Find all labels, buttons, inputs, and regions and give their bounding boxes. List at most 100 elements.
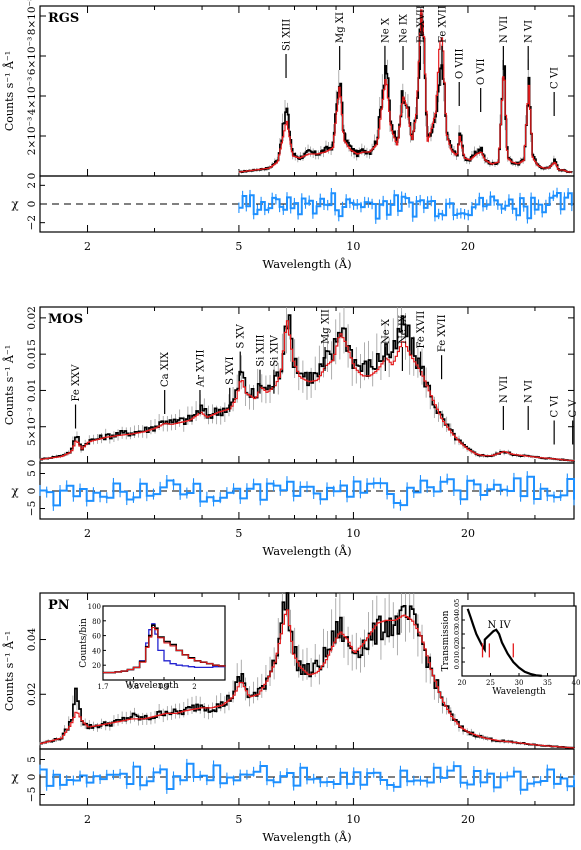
- residual-tick-label: 0: [26, 774, 38, 781]
- inset-x-tick-label: 2: [192, 683, 196, 691]
- x-axis-label: Wavelength (Å): [262, 257, 351, 271]
- line-label: N VII: [499, 376, 510, 403]
- line-label: Si XIV: [269, 334, 280, 366]
- inset-x-label: Wavelength: [492, 687, 546, 697]
- x-tick-label: 5: [235, 240, 242, 253]
- inset-x-tick-label: 40: [572, 679, 581, 687]
- y-tick-label: 6×10⁻³: [26, 37, 38, 76]
- residual-tick-label: −5: [26, 787, 38, 802]
- inset-y-label: Transmission: [441, 610, 451, 671]
- inset-x-tick-label: 1.9: [158, 683, 169, 691]
- y-tick-label: 0.01: [26, 379, 38, 402]
- inset-y-tick-label: 60: [92, 633, 101, 641]
- x-axis-label: Wavelength (Å): [262, 830, 351, 844]
- model-spectrum: [238, 9, 572, 173]
- inset-x-tick-label: 1.7: [97, 683, 108, 691]
- x-tick-label: 20: [461, 813, 475, 826]
- y-tick-label: 0: [26, 173, 38, 180]
- line-label: Si XIII: [282, 19, 293, 51]
- residual-curve: [238, 192, 573, 220]
- y-tick-label: 2×10⁻³: [26, 117, 38, 156]
- y-tick-label: 8×10⁻³: [26, 0, 38, 35]
- line-label: S XVI: [225, 356, 236, 384]
- line-label: Si XIII: [255, 334, 266, 366]
- y-tick-label: 0.02: [26, 306, 38, 329]
- line-label: Mg XI: [335, 12, 346, 43]
- inset-x-tick-label: 20: [458, 679, 467, 687]
- residual-y-label: χ: [11, 197, 19, 211]
- inset-y-tick-label: 0.04: [453, 613, 461, 627]
- line-label: Fe XVII: [416, 5, 427, 43]
- residual-curve: [40, 762, 575, 791]
- residual-tick-label: −2: [26, 215, 38, 230]
- inset-model: [103, 626, 226, 674]
- inset-y-tick-label: 20: [92, 662, 101, 670]
- line-label: C V: [568, 399, 579, 418]
- y-tick-label: 5×10⁻³: [26, 407, 38, 446]
- inset-y-tick-label: 0.05: [453, 599, 461, 613]
- line-label: Ar XVII: [195, 350, 206, 388]
- x-axis-label: Wavelength (Å): [262, 544, 351, 558]
- line-label: N VII: [499, 16, 510, 43]
- residual-tick-label: 2: [26, 182, 38, 189]
- line-label: Ne IX: [399, 13, 410, 43]
- residual-tick-label: 5: [26, 756, 38, 763]
- inset-y-tick-label: 100: [88, 603, 101, 611]
- x-tick-label: 5: [235, 527, 242, 540]
- inset-y-tick-label: 0.03: [453, 627, 461, 641]
- x-tick-label: 2: [84, 813, 91, 826]
- inset-x-tick-label: 35: [543, 679, 552, 687]
- rgs-panel: RGS Counts s⁻¹ Å⁻¹ 0 2×10⁻³4×10⁻³6×10⁻³ 8×10…: [2, 0, 575, 271]
- inset-y-tick-label: 0.01: [453, 655, 461, 669]
- line-label: Ne X: [380, 17, 391, 43]
- line-label: Fe XXV: [71, 364, 82, 402]
- panel-title: MOS: [48, 312, 83, 327]
- line-label: O VII: [476, 58, 487, 85]
- residual-y-label: χ: [11, 484, 19, 498]
- y-axis-label: Counts s⁻¹ Å⁻¹: [2, 345, 16, 425]
- model-spectrum: [40, 609, 575, 749]
- model-spectrum: [40, 320, 575, 462]
- x-tick-label: 2: [84, 240, 91, 253]
- line-label: N VI: [524, 20, 535, 43]
- line-label: C VI: [550, 67, 561, 89]
- line-label: Fe XVII: [416, 311, 427, 349]
- residual-tick-label: 0: [26, 488, 38, 495]
- residual-curve: [40, 475, 575, 507]
- line-label: Mg XII: [321, 309, 332, 344]
- x-tick-label: 10: [346, 527, 360, 540]
- line-label: Fe XVII: [437, 314, 448, 352]
- inset-y-tick-label: 40: [92, 647, 101, 655]
- line-label: Ne IX: [398, 314, 409, 344]
- inset-x-tick-label: 25: [486, 679, 495, 687]
- inset-y-label: Counts/bin: [79, 618, 89, 668]
- residual-tick-label: −5: [26, 501, 38, 516]
- inset-x-tick-label: 30: [515, 679, 524, 687]
- line-label: N VI: [524, 380, 535, 403]
- y-tick-label: 0.02: [26, 683, 38, 706]
- line-label: C VI: [550, 395, 561, 417]
- x-tick-label: 5: [235, 813, 242, 826]
- residual-tick-label: 0: [26, 201, 38, 208]
- line-label: O VIII: [455, 49, 466, 79]
- inset-transmission: 0.010.020.030.040.05 20 25 30 35 40 Transmissi…: [441, 599, 580, 697]
- inset-counts: 20 40 60 80 100 1.7 1.8 1.9 2 Counts/bin Wavelengt…: [79, 603, 226, 691]
- line-label: Fe XVII: [438, 5, 449, 43]
- x-tick-label: 20: [461, 527, 475, 540]
- inset-y-tick-label: 80: [92, 618, 101, 626]
- x-tick-label: 2: [84, 527, 91, 540]
- residual-tick-label: 5: [26, 470, 38, 477]
- y-tick-label: 0.04: [26, 628, 38, 652]
- y-tick-label: 4×10⁻³: [26, 77, 38, 116]
- x-tick-label: 10: [346, 240, 360, 253]
- y-tick-label: 0.015: [26, 339, 38, 369]
- panel-title: RGS: [48, 11, 79, 26]
- line-label: Ne X: [381, 318, 392, 344]
- panel-title: PN: [48, 598, 70, 613]
- transmission-curve: [466, 608, 542, 677]
- x-tick-label: 20: [461, 240, 475, 253]
- residual-error-bars: [238, 187, 573, 224]
- n-iv-label: N IV: [487, 620, 511, 631]
